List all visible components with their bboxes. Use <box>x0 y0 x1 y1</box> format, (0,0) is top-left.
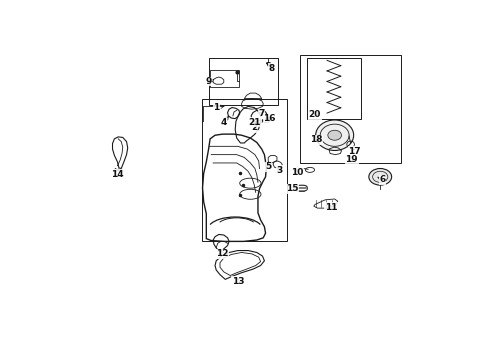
Bar <box>202 99 287 242</box>
Text: 21: 21 <box>248 118 261 127</box>
Ellipse shape <box>328 130 342 140</box>
Text: 9: 9 <box>205 77 212 86</box>
Bar <box>210 70 239 87</box>
Text: 11: 11 <box>324 203 337 212</box>
Ellipse shape <box>263 118 270 122</box>
Text: 12: 12 <box>217 249 229 258</box>
Bar <box>307 58 361 118</box>
Text: 18: 18 <box>310 135 323 144</box>
Text: 14: 14 <box>111 169 124 179</box>
Bar <box>300 55 401 163</box>
Text: 1: 1 <box>213 103 224 112</box>
Text: 10: 10 <box>291 168 304 177</box>
Ellipse shape <box>369 168 392 185</box>
Text: 15: 15 <box>286 184 298 193</box>
Bar <box>209 58 278 105</box>
Ellipse shape <box>316 120 354 150</box>
Text: 17: 17 <box>348 147 361 156</box>
Text: 16: 16 <box>263 114 275 123</box>
Text: 4: 4 <box>220 116 229 127</box>
Text: 7: 7 <box>258 109 265 118</box>
Text: 5: 5 <box>265 162 271 171</box>
Text: 20: 20 <box>309 110 321 119</box>
Text: 3: 3 <box>276 166 283 175</box>
Text: 19: 19 <box>345 154 358 163</box>
Text: 2: 2 <box>251 123 257 132</box>
Text: 13: 13 <box>232 276 244 285</box>
Text: 8: 8 <box>268 63 274 73</box>
Text: 6: 6 <box>378 175 385 184</box>
